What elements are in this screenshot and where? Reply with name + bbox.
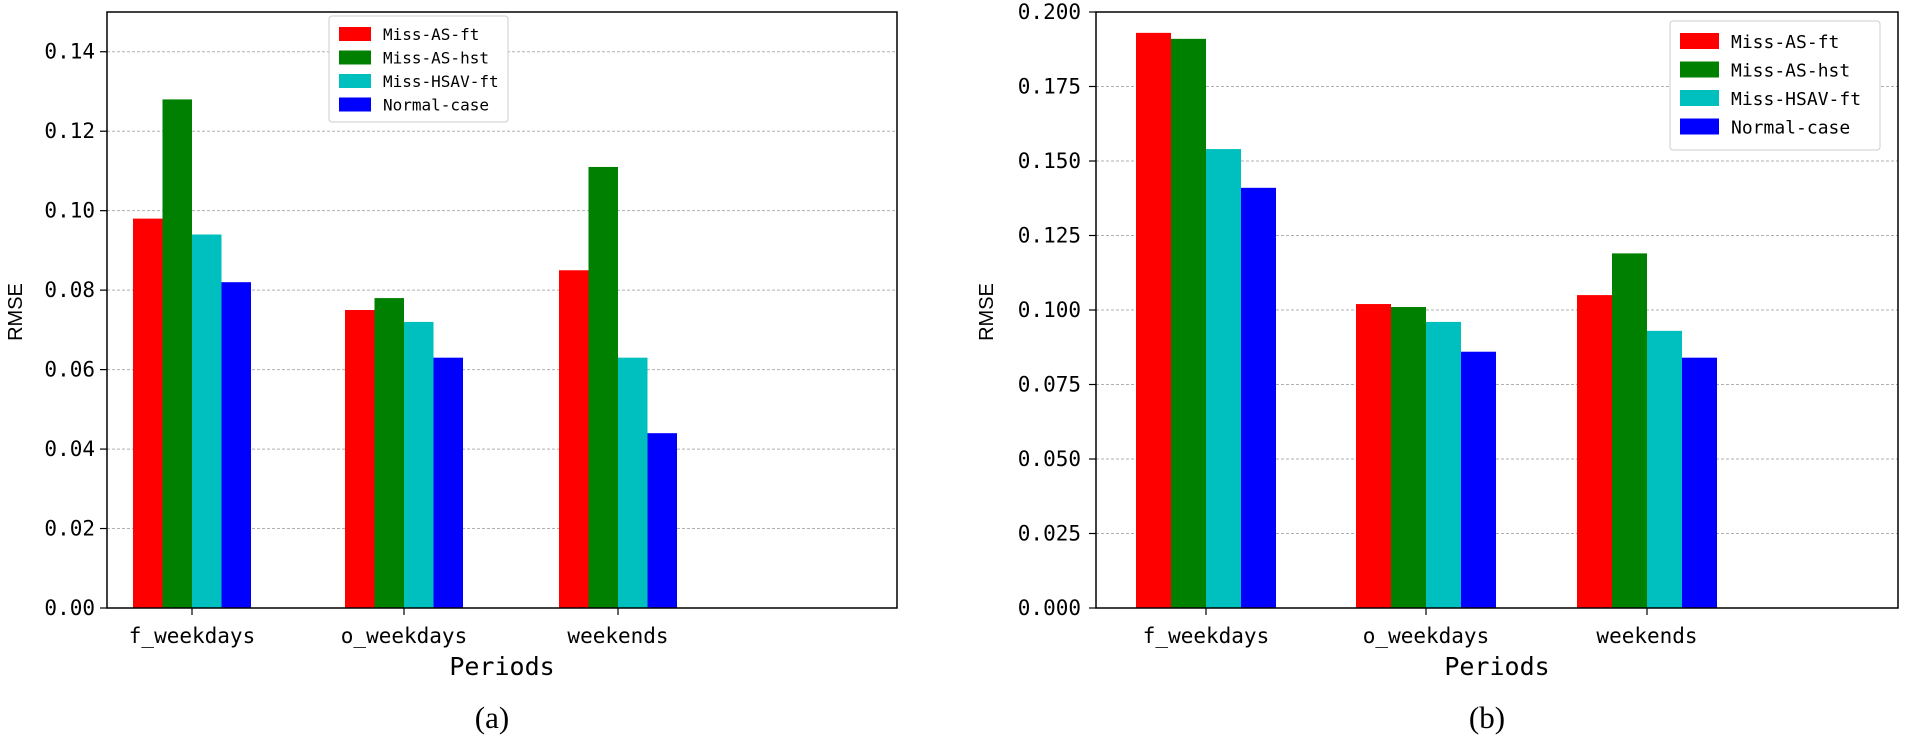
chart-b: 0.000 0.025 0.050 0.075 0.100 0.125 0.150 0.175…: [976, 0, 1899, 735]
chart-b-bar: [1241, 187, 1276, 608]
chart-b-x-label: Periods: [1444, 652, 1549, 681]
chart-b-legend-box: [1669, 20, 1881, 151]
chart-a-x-tick-label: f_weekdays: [129, 624, 255, 648]
chart-a-legend-label: Normal-case: [383, 96, 489, 115]
chart-b-bar: [1612, 253, 1647, 608]
chart-b-y-tick-label: 0.100: [1018, 298, 1081, 322]
chart-a-bar: [162, 99, 192, 608]
chart-a-y-tick-label: 0.02: [44, 517, 95, 541]
chart-b-x-tick-label: o_weekdays: [1363, 624, 1489, 648]
chart-a-bar: [374, 298, 404, 608]
chart-a-y-label: RMSE: [5, 283, 27, 341]
chart-a-x-tick-label: o_weekdays: [341, 624, 467, 648]
chart-b-bar: [1171, 38, 1206, 608]
chart-a-bar: [433, 357, 463, 608]
chart-a-legend-label: Miss-AS-hst: [383, 49, 489, 68]
chart-a-y-tick-label: 0.06: [44, 358, 95, 382]
chart-a-plot-frame: [106, 11, 898, 609]
chart-a-legend-swatch: [339, 97, 371, 112]
chart-b-y-tick-label: 0.050: [1018, 447, 1081, 471]
chart-b-legend-label: Normal-case: [1731, 118, 1850, 139]
chart-a-legend-label: Miss-HSAV-ft: [383, 72, 499, 91]
chart-a-y-tick-label: 0.00: [44, 596, 95, 620]
chart-a-bar: [345, 310, 375, 608]
chart-a-y-tick-label: 0.12: [44, 119, 95, 143]
chart-b-bar: [1461, 351, 1496, 608]
chart-b-gridlines: [1096, 86, 1898, 534]
chart-b-bar: [1206, 149, 1241, 608]
chart-a-x-ticks: f_weekdays o_weekdays weekends: [129, 608, 669, 648]
chart-a-y-tick-label: 0.04: [44, 437, 95, 461]
chart-b-bar: [1391, 307, 1426, 608]
chart-b-y-tick-label: 0.000: [1018, 596, 1081, 620]
chart-b-y-tick-label: 0.150: [1018, 149, 1081, 173]
chart-a-bar: [192, 234, 222, 609]
chart-b-bar: [1356, 304, 1391, 608]
chart-a-legend-box: [328, 15, 509, 123]
chart-b-bars: [1136, 32, 1717, 609]
chart-b-legend-swatch: [1680, 90, 1719, 106]
chart-b-bar: [1682, 357, 1717, 608]
chart-b-caption: (b): [1469, 700, 1505, 735]
chart-a-bar: [221, 282, 251, 608]
chart-a-bar: [647, 433, 677, 608]
chart-a-legend-label: Miss-AS-ft: [383, 25, 479, 44]
chart-b-bar: [1647, 330, 1682, 608]
chart-b-y-tick-label: 0.075: [1018, 373, 1081, 397]
chart-a-bar: [133, 218, 163, 608]
chart-b-legend-swatch: [1680, 33, 1719, 49]
chart-b-x-tick-label: f_weekdays: [1143, 624, 1269, 648]
chart-a-x-tick-label: weekends: [567, 624, 668, 648]
chart-b-x-ticks: f_weekdays o_weekdays weekends: [1143, 608, 1698, 648]
chart-b-y-tick-label: 0.175: [1018, 75, 1081, 99]
chart-a-legend-swatch: [339, 27, 371, 41]
chart-a-legend-swatch: [339, 50, 371, 65]
chart-b-y-ticks: 0.000 0.025 0.050 0.075 0.100 0.125 0.150 0.175…: [1018, 0, 1096, 620]
chart-a-x-label: Periods: [449, 652, 554, 681]
chart-a-bar: [618, 357, 648, 608]
chart-b-y-tick-label: 0.200: [1018, 0, 1081, 24]
chart-b-legend-swatch: [1680, 61, 1719, 78]
chart-a-y-tick-label: 0.08: [44, 278, 95, 302]
chart-b-legend-label: Miss-HSAV-ft: [1731, 89, 1861, 110]
chart-b-y-label: RMSE: [976, 283, 998, 341]
chart-b-y-tick-label: 0.025: [1018, 522, 1081, 546]
chart-b-bar: [1426, 321, 1461, 608]
chart-a-y-tick-label: 0.10: [44, 199, 95, 223]
chart-b-y-tick-label: 0.125: [1018, 224, 1081, 248]
chart-b-legend: Miss-AS-ft Miss-AS-hst Miss-HSAV-ft Normal-…: [1669, 20, 1881, 151]
chart-a-y-ticks: 0.00 0.02 0.04 0.06 0.08 0.10 0.12 0.14: [44, 40, 107, 620]
chart-a: 0.00 0.02 0.04 0.06 0.08 0.10 0.12 0.14 f_weekd…: [5, 11, 898, 735]
chart-a-bar: [588, 166, 618, 608]
chart-a-legend-swatch: [339, 74, 371, 88]
chart-a-legend: Miss-AS-ft Miss-AS-hst Miss-HSAV-ft Normal-…: [328, 15, 509, 123]
chart-a-bar: [404, 321, 434, 608]
chart-b-legend-swatch: [1680, 118, 1719, 135]
chart-b-bar: [1136, 32, 1171, 609]
chart-a-caption: (a): [475, 700, 509, 735]
chart-a-y-tick-label: 0.14: [44, 40, 95, 64]
chart-a-bars: [133, 99, 677, 609]
chart-b-x-tick-label: weekends: [1596, 624, 1697, 648]
chart-b-legend-label: Miss-AS-hst: [1731, 61, 1850, 82]
chart-b-legend-label: Miss-AS-ft: [1731, 32, 1839, 53]
chart-b-bar: [1577, 295, 1612, 608]
chart-a-bar: [559, 270, 589, 608]
